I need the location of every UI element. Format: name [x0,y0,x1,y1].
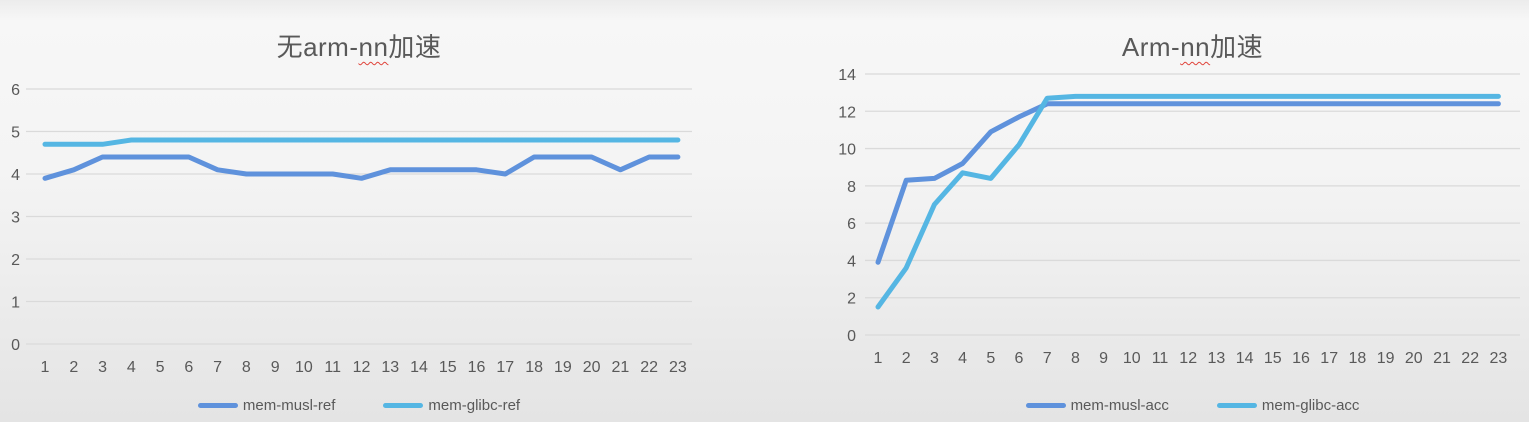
x-axis-tick-label: 14 [1236,350,1254,367]
x-axis-tick-label: 4 [127,359,136,376]
chart-title-text: 无arm- [276,32,359,62]
x-axis-tick-label: 9 [1099,350,1108,367]
x-axis-tick-label: 19 [554,359,572,376]
x-axis-tick-label: 7 [1043,350,1052,367]
y-axis-tick-label: 4 [11,167,20,184]
x-axis-tick-label: 17 [496,359,514,376]
chart-title-spellcheck-flagged-text: nn [1180,32,1211,62]
y-axis-tick-label: 4 [847,253,856,270]
x-axis-tick-label: 21 [1433,350,1451,367]
series-line-mem-musl-acc [875,101,1501,265]
legend-swatch-line-icon [1216,402,1257,408]
x-axis-tick-label: 9 [271,359,280,376]
x-axis-tick-label: 6 [1015,350,1024,367]
y-axis-tick-label: 5 [11,125,20,142]
chart-title-text: 加速 [1210,32,1264,62]
y-axis-tick-label: 0 [11,337,20,354]
x-axis-tick-label: 13 [1208,350,1226,367]
x-axis-tick-label: 14 [410,359,428,376]
legend-label: mem-glibc-acc [1261,396,1360,414]
y-axis-tick-label: 6 [11,82,20,99]
x-axis-tick-label: 3 [930,350,939,367]
x-axis-tick-label: 1 [874,350,883,367]
series-line-mem-glibc-ref [42,137,681,147]
chart-title-spellcheck-flagged-text: nn [358,32,389,62]
x-axis-tick-label: 7 [213,359,222,376]
legend-swatch-line-icon [1025,402,1066,408]
x-axis-tick-label: 11 [1152,350,1169,367]
x-axis-tick-label: 23 [1490,350,1508,367]
x-axis-tick-label: 22 [1461,350,1479,367]
x-axis-tick-label: 5 [986,350,995,367]
x-axis-tick-label: 10 [1123,350,1141,367]
y-axis-tick-label: 2 [11,252,20,269]
x-axis-tick-label: 18 [525,359,543,376]
legend: mem-musl-ref mem-glibc-ref [26,396,692,414]
x-axis-tick-label: 12 [1179,350,1197,367]
y-axis-tick-label: 1 [11,295,20,312]
x-axis-tick-label: 8 [242,359,251,376]
x-axis-tick-label: 19 [1377,350,1395,367]
legend-item: mem-glibc-ref [383,397,520,414]
x-axis-tick-label: 10 [295,359,313,376]
x-axis-tick-label: 8 [1071,350,1080,367]
legend-label: mem-musl-acc [1070,396,1169,414]
x-axis-tick-label: 5 [156,359,165,376]
x-axis-tick-label: 3 [98,359,107,376]
x-axis-tick-label: 2 [902,350,911,367]
x-axis-tick-label: 20 [583,359,601,376]
x-axis-tick-label: 6 [184,359,193,376]
x-axis-tick-label: 2 [69,359,78,376]
y-axis-tick-label: 14 [838,67,856,84]
y-axis-tick-label: 6 [847,216,856,233]
x-axis-tick-label: 1 [41,359,50,376]
y-axis-tick-label: 8 [847,179,856,196]
series-line-mem-glibc-acc [875,93,1501,310]
x-axis-tick-label: 16 [1292,350,1310,367]
x-axis-tick-label: 12 [353,359,371,376]
x-axis-tick-label: 20 [1405,350,1423,367]
legend-item: mem-musl-ref [197,396,336,414]
legend-swatch-line-icon [197,402,238,408]
chart-title: Arm-nn加速 [865,27,1520,64]
x-axis-tick-label: 11 [324,359,341,376]
legend-swatch-line-icon [383,402,424,408]
chart-title: 无arm-nn加速 [26,27,692,64]
y-axis-tick-label: 10 [838,142,856,159]
x-axis-tick-label: 17 [1320,350,1338,367]
x-axis-tick-label: 21 [612,359,630,376]
x-axis-tick-label: 22 [640,359,658,376]
legend: mem-musl-acc mem-glibc-acc [865,396,1520,414]
y-axis-tick-label: 0 [847,328,856,345]
x-axis-tick-label: 15 [1264,350,1282,367]
legend-label: mem-musl-ref [242,396,336,414]
legend-label: mem-glibc-ref [428,396,521,414]
chart-no-armnn-accel: 无arm-nn加速 0 1 2 3 4 5 6 1 2 3 4 5 6 7 8 9 10 11 12 13 14 15 16… [0,0,760,422]
chart-title-text: 加速 [388,32,442,62]
chart-title-text: Arm- [1121,32,1181,62]
legend-item: mem-musl-acc [1025,396,1169,414]
x-axis-tick-label: 15 [439,359,457,376]
y-axis-tick-label: 2 [847,291,856,308]
x-axis-tick-label: 4 [958,350,967,367]
series-line-mem-musl-ref [42,154,681,181]
y-axis-tick-label: 3 [11,210,20,227]
x-axis-tick-label: 23 [669,359,687,376]
chart-armnn-accel: Arm-nn加速 0 2 4 6 8 10 12 14 1 2 3 4 5 6 7 8 9 10 11 12 13 14 1… [770,0,1529,422]
x-axis-tick-label: 18 [1349,350,1367,367]
y-axis-tick-label: 12 [838,104,856,121]
legend-item: mem-glibc-acc [1216,396,1360,414]
x-axis-tick-label: 13 [381,359,399,376]
x-axis-tick-label: 16 [468,359,486,376]
